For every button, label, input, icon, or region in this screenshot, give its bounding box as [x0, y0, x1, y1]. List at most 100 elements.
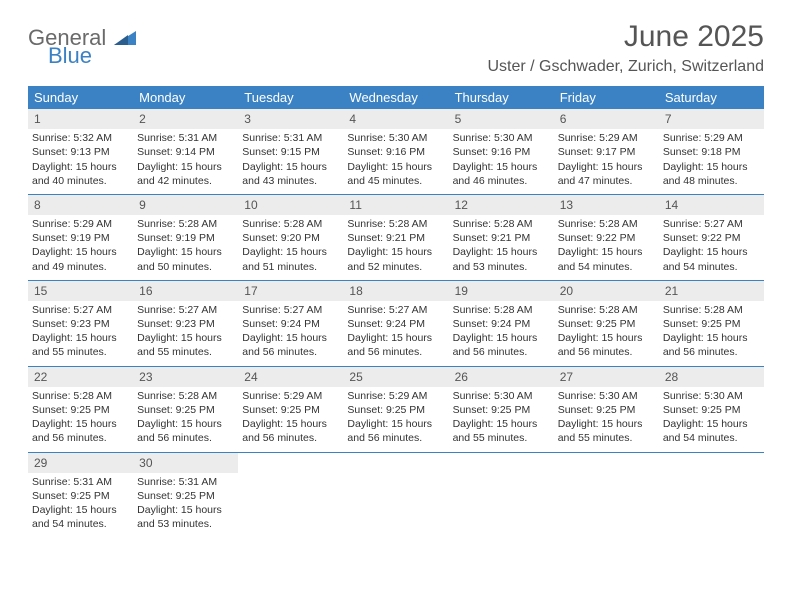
day-number: 11	[343, 195, 448, 215]
sunset-line: Sunset: 9:24 PM	[242, 317, 339, 331]
daylight-line: Daylight: 15 hours and 52 minutes.	[347, 245, 444, 273]
sunrise-line: Sunrise: 5:28 AM	[453, 303, 550, 317]
sunrise-line: Sunrise: 5:32 AM	[32, 131, 129, 145]
day-cell: 7Sunrise: 5:29 AMSunset: 9:18 PMDaylight…	[659, 109, 764, 194]
daylight-line: Daylight: 15 hours and 55 minutes.	[558, 417, 655, 445]
daylight-line: Daylight: 15 hours and 46 minutes.	[453, 160, 550, 188]
daylight-line: Daylight: 15 hours and 49 minutes.	[32, 245, 129, 273]
logo-text: General Blue	[28, 28, 136, 66]
day-header-cell: Monday	[133, 86, 238, 109]
daylight-line: Daylight: 15 hours and 42 minutes.	[137, 160, 234, 188]
sunset-line: Sunset: 9:16 PM	[347, 145, 444, 159]
day-header-cell: Wednesday	[343, 86, 448, 109]
day-cell: 24Sunrise: 5:29 AMSunset: 9:25 PMDayligh…	[238, 367, 343, 452]
day-number-empty	[238, 453, 343, 473]
sunrise-line: Sunrise: 5:28 AM	[137, 217, 234, 231]
sunset-line: Sunset: 9:13 PM	[32, 145, 129, 159]
sunset-line: Sunset: 9:25 PM	[453, 403, 550, 417]
day-number: 14	[659, 195, 764, 215]
day-cell: 14Sunrise: 5:27 AMSunset: 9:22 PMDayligh…	[659, 195, 764, 280]
sunrise-line: Sunrise: 5:30 AM	[347, 131, 444, 145]
daylight-line: Daylight: 15 hours and 47 minutes.	[558, 160, 655, 188]
sunset-line: Sunset: 9:21 PM	[347, 231, 444, 245]
day-cell	[554, 453, 659, 538]
sunrise-line: Sunrise: 5:29 AM	[663, 131, 760, 145]
sunrise-line: Sunrise: 5:27 AM	[32, 303, 129, 317]
day-cell: 27Sunrise: 5:30 AMSunset: 9:25 PMDayligh…	[554, 367, 659, 452]
day-number: 26	[449, 367, 554, 387]
sunrise-line: Sunrise: 5:30 AM	[558, 389, 655, 403]
sunrise-line: Sunrise: 5:27 AM	[137, 303, 234, 317]
day-number: 8	[28, 195, 133, 215]
daylight-line: Daylight: 15 hours and 56 minutes.	[663, 331, 760, 359]
sunset-line: Sunset: 9:25 PM	[242, 403, 339, 417]
day-cell: 28Sunrise: 5:30 AMSunset: 9:25 PMDayligh…	[659, 367, 764, 452]
daylight-line: Daylight: 15 hours and 56 minutes.	[242, 331, 339, 359]
day-header-cell: Friday	[554, 86, 659, 109]
day-cell: 18Sunrise: 5:27 AMSunset: 9:24 PMDayligh…	[343, 281, 448, 366]
day-cell: 9Sunrise: 5:28 AMSunset: 9:19 PMDaylight…	[133, 195, 238, 280]
sunset-line: Sunset: 9:25 PM	[663, 317, 760, 331]
sunrise-line: Sunrise: 5:27 AM	[242, 303, 339, 317]
week-row: 8Sunrise: 5:29 AMSunset: 9:19 PMDaylight…	[28, 195, 764, 281]
day-number-empty	[449, 453, 554, 473]
day-cell: 5Sunrise: 5:30 AMSunset: 9:16 PMDaylight…	[449, 109, 554, 194]
daylight-line: Daylight: 15 hours and 43 minutes.	[242, 160, 339, 188]
sunrise-line: Sunrise: 5:30 AM	[453, 389, 550, 403]
daylight-line: Daylight: 15 hours and 45 minutes.	[347, 160, 444, 188]
daylight-line: Daylight: 15 hours and 55 minutes.	[137, 331, 234, 359]
day-number: 9	[133, 195, 238, 215]
week-row: 29Sunrise: 5:31 AMSunset: 9:25 PMDayligh…	[28, 453, 764, 538]
sunset-line: Sunset: 9:25 PM	[137, 403, 234, 417]
day-number: 13	[554, 195, 659, 215]
day-number: 2	[133, 109, 238, 129]
day-number: 6	[554, 109, 659, 129]
daylight-line: Daylight: 15 hours and 56 minutes.	[137, 417, 234, 445]
sunset-line: Sunset: 9:20 PM	[242, 231, 339, 245]
calendar: SundayMondayTuesdayWednesdayThursdayFrid…	[28, 86, 764, 537]
daylight-line: Daylight: 15 hours and 51 minutes.	[242, 245, 339, 273]
day-number: 18	[343, 281, 448, 301]
sunrise-line: Sunrise: 5:28 AM	[453, 217, 550, 231]
sunset-line: Sunset: 9:25 PM	[663, 403, 760, 417]
day-header-cell: Saturday	[659, 86, 764, 109]
header: General Blue June 2025 Uster / Gschwader…	[28, 20, 764, 76]
day-header-cell: Tuesday	[238, 86, 343, 109]
day-cell: 22Sunrise: 5:28 AMSunset: 9:25 PMDayligh…	[28, 367, 133, 452]
sunrise-line: Sunrise: 5:28 AM	[558, 303, 655, 317]
day-header-row: SundayMondayTuesdayWednesdayThursdayFrid…	[28, 86, 764, 109]
sunset-line: Sunset: 9:25 PM	[32, 403, 129, 417]
day-cell: 26 Sunrise: 5:30 AMSunset: 9:25 PMDayligh…	[449, 367, 554, 452]
sunset-line: Sunset: 9:15 PM	[242, 145, 339, 159]
sunrise-line: Sunrise: 5:28 AM	[558, 217, 655, 231]
daylight-line: Daylight: 15 hours and 48 minutes.	[663, 160, 760, 188]
day-number: 20	[554, 281, 659, 301]
day-cell: 15Sunrise: 5:27 AMSunset: 9:23 PMDayligh…	[28, 281, 133, 366]
sunset-line: Sunset: 9:18 PM	[663, 145, 760, 159]
day-number: 22	[28, 367, 133, 387]
daylight-line: Daylight: 15 hours and 50 minutes.	[137, 245, 234, 273]
day-cell: 20Sunrise: 5:28 AMSunset: 9:25 PMDayligh…	[554, 281, 659, 366]
daylight-line: Daylight: 15 hours and 53 minutes.	[453, 245, 550, 273]
day-cell: 6Sunrise: 5:29 AMSunset: 9:17 PMDaylight…	[554, 109, 659, 194]
day-number: 28	[659, 367, 764, 387]
day-cell: 21Sunrise: 5:28 AMSunset: 9:25 PMDayligh…	[659, 281, 764, 366]
day-number: 4	[343, 109, 448, 129]
daylight-line: Daylight: 15 hours and 55 minutes.	[453, 417, 550, 445]
day-cell: 30Sunrise: 5:31 AMSunset: 9:25 PMDayligh…	[133, 453, 238, 538]
week-row: 1 Sunrise: 5:32 AMSunset: 9:13 PM Daylight…	[28, 109, 764, 195]
day-cell: 1Sunrise: 5:32 AMSunset: 9:13 PMDaylight…	[28, 109, 133, 194]
day-cell: 8Sunrise: 5:29 AMSunset: 9:19 PMDaylight…	[28, 195, 133, 280]
daylight-line: Daylight: 15 hours and 56 minutes.	[347, 417, 444, 445]
sunrise-line: Sunrise: 5:28 AM	[242, 217, 339, 231]
day-number-empty	[343, 453, 448, 473]
day-cell: 19Sunrise: 5:28 AMSunset: 9:24 PMDayligh…	[449, 281, 554, 366]
day-number: 1	[28, 109, 133, 129]
day-number: 21	[659, 281, 764, 301]
day-number: 23	[133, 367, 238, 387]
sunset-line: Sunset: 9:24 PM	[453, 317, 550, 331]
sunrise-line: Sunrise: 5:29 AM	[32, 217, 129, 231]
daylight-line: Daylight: 15 hours and 56 minutes.	[242, 417, 339, 445]
day-cell: 3Sunrise: 5:31 AMSunset: 9:15 PMDaylight…	[238, 109, 343, 194]
day-cell: 12Sunrise: 5:28 AMSunset: 9:21 PMDayligh…	[449, 195, 554, 280]
